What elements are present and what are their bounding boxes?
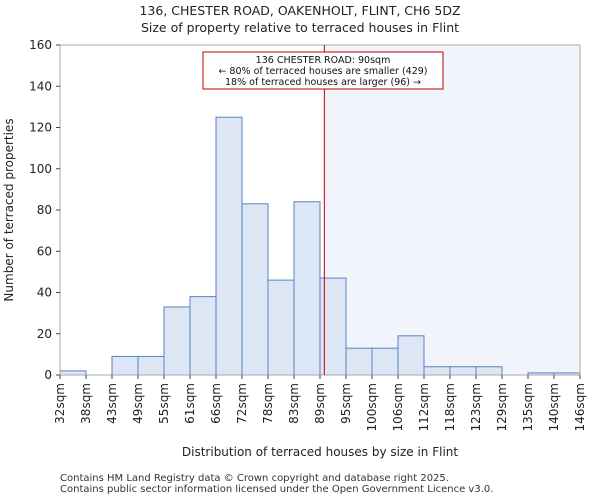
annotation-box bbox=[202, 51, 444, 90]
x-tick-label: 100sqm bbox=[365, 383, 379, 431]
annotation-line-1: 136 CHESTER ROAD: 90sqm bbox=[256, 55, 391, 66]
x-axis-label: Distribution of terraced houses by size … bbox=[182, 445, 459, 459]
annotation-line-2: ← 80% of terraced houses are smaller (42… bbox=[218, 66, 427, 77]
bar-95sqm bbox=[345, 347, 373, 376]
bar-83sqm bbox=[293, 201, 321, 376]
annotation-line-3: 18% of terraced houses are larger (96) → bbox=[225, 77, 421, 88]
x-tick-label: 146sqm bbox=[573, 383, 587, 431]
x-tick-label: 106sqm bbox=[391, 383, 405, 431]
y-tick-label: 60 bbox=[37, 244, 52, 258]
y-tick-label: 80 bbox=[37, 203, 52, 217]
x-tick-label: 72sqm bbox=[235, 383, 249, 424]
larger-region-shade bbox=[324, 45, 580, 375]
x-tick-label: 89sqm bbox=[313, 383, 327, 424]
y-tick-label: 0 bbox=[44, 368, 52, 382]
bar-118sqm bbox=[449, 366, 477, 376]
bar-106sqm bbox=[397, 335, 425, 376]
x-tick-label: 61sqm bbox=[183, 383, 197, 424]
footer-licence: Contains public sector information licen… bbox=[60, 484, 494, 495]
chart-title: 136, CHESTER ROAD, OAKENHOLT, FLINT, CH6… bbox=[139, 3, 461, 18]
y-tick-label: 40 bbox=[37, 286, 52, 300]
x-tick-label: 95sqm bbox=[339, 383, 353, 424]
bar-123sqm bbox=[475, 366, 503, 376]
x-tick-label: 43sqm bbox=[105, 383, 119, 424]
y-tick-label: 20 bbox=[37, 327, 52, 341]
x-tick-label: 135sqm bbox=[521, 383, 535, 431]
y-axis-label: Number of terraced properties bbox=[2, 118, 16, 301]
bar-49sqm bbox=[137, 355, 165, 376]
x-tick-label: 118sqm bbox=[443, 383, 457, 431]
y-tick-label: 120 bbox=[29, 121, 52, 135]
y-tick-label: 100 bbox=[29, 162, 52, 176]
x-tick-label: 83sqm bbox=[287, 383, 301, 424]
bar-32sqm bbox=[59, 370, 87, 376]
x-tick-label: 38sqm bbox=[79, 383, 93, 424]
bar-55sqm bbox=[163, 306, 191, 376]
footer-copyright: Contains HM Land Registry data © Crown c… bbox=[60, 473, 449, 484]
bar-78sqm bbox=[267, 279, 295, 376]
bar-72sqm bbox=[241, 203, 269, 376]
x-tick-label: 123sqm bbox=[469, 383, 483, 431]
x-tick-label: 55sqm bbox=[157, 383, 171, 424]
x-tick-label: 66sqm bbox=[209, 383, 223, 424]
x-tick-label: 32sqm bbox=[53, 383, 67, 424]
bar-100sqm bbox=[371, 347, 399, 376]
y-tick-label: 160 bbox=[29, 38, 52, 52]
bar-43sqm bbox=[111, 355, 139, 376]
x-tick-label: 112sqm bbox=[417, 383, 431, 431]
bar-61sqm bbox=[189, 296, 217, 376]
x-tick-label: 49sqm bbox=[131, 383, 145, 424]
y-tick-label: 140 bbox=[29, 79, 52, 93]
x-tick-label: 129sqm bbox=[495, 383, 509, 431]
bar-112sqm bbox=[423, 366, 451, 376]
x-tick-label: 78sqm bbox=[261, 383, 275, 424]
bar-66sqm bbox=[215, 116, 243, 376]
x-tick-label: 140sqm bbox=[547, 383, 561, 431]
chart-subtitle: Size of property relative to terraced ho… bbox=[140, 20, 460, 35]
